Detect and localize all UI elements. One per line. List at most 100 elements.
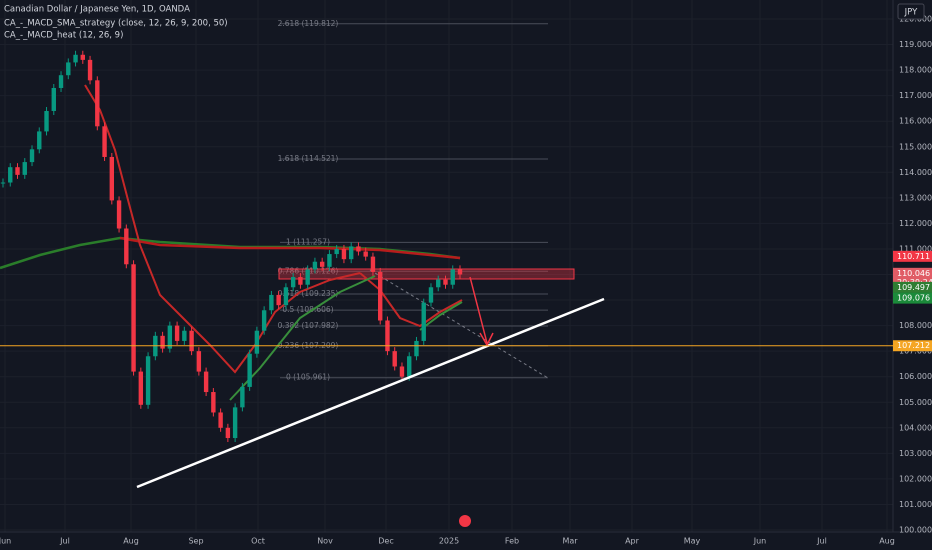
event-icon[interactable] xyxy=(459,515,471,527)
candle-body xyxy=(399,366,405,377)
y-tick-label: 111.000 xyxy=(899,244,932,253)
candle-body xyxy=(450,269,455,285)
candles xyxy=(0,50,463,443)
candle-body xyxy=(363,251,368,257)
x-tick-label: 2025 xyxy=(439,537,459,546)
arrow-head xyxy=(479,332,494,347)
candle-body xyxy=(276,294,281,306)
ma-long-red xyxy=(119,236,461,260)
candle-body xyxy=(15,167,20,175)
candle-body xyxy=(312,261,318,270)
x-tick-label: Jul xyxy=(59,537,70,546)
y-tick-label: 100.000 xyxy=(899,526,932,535)
chart-title: Canadian Dollar / Japanese Yen, 1D, OAND… xyxy=(4,5,190,15)
x-tick-label: Jul xyxy=(816,537,827,546)
price-tag-label: 109.497 xyxy=(897,283,930,292)
x-tick-label: Dec xyxy=(378,537,393,546)
candle-body xyxy=(174,325,180,341)
candle-body xyxy=(167,325,173,349)
candle-body xyxy=(0,182,6,184)
y-tick-label: 103.000 xyxy=(899,449,932,458)
candle-body xyxy=(370,256,376,272)
candle-body xyxy=(254,330,260,354)
indicator-label: CA_-_MACD_heat (12, 26, 9) xyxy=(4,31,123,41)
candle-body xyxy=(414,340,419,357)
candle-body xyxy=(22,162,27,175)
y-tick-label: 104.000 xyxy=(899,423,932,432)
candle-body xyxy=(348,246,354,260)
currency-box[interactable] xyxy=(897,3,925,20)
x-tick-label: Jun xyxy=(753,537,767,546)
candle-body xyxy=(443,279,448,285)
candle-body xyxy=(334,248,339,255)
fib-label: 1.618 (114.521) xyxy=(278,154,339,163)
candle-body xyxy=(196,351,202,372)
candle-body xyxy=(80,54,85,60)
candle-body xyxy=(87,59,93,81)
x-tick-label: Aug xyxy=(123,537,139,546)
candle-body xyxy=(298,277,303,285)
candle-body xyxy=(95,80,100,127)
currency: JPY xyxy=(904,8,918,18)
price-tags: 110.711110.04620:39:24109.497109.076107.… xyxy=(0,250,932,352)
candle-body xyxy=(203,371,209,393)
candle-body xyxy=(182,330,187,341)
price-tag xyxy=(893,250,932,262)
price-tag-label: 110.711 xyxy=(897,252,930,261)
candle-body xyxy=(44,110,49,132)
y-tick-label: 113.000 xyxy=(899,193,932,202)
y-tick-label: 114.000 xyxy=(899,168,932,177)
y-tick-label: 102.000 xyxy=(899,474,932,483)
candle-body xyxy=(37,131,42,150)
ma-short-red xyxy=(84,84,361,374)
ma-short-red-2 xyxy=(359,272,463,328)
x-tick-label: Apr xyxy=(625,537,640,546)
y-tick-label: 101.000 xyxy=(899,500,932,509)
candle-body xyxy=(407,356,412,377)
fib-label: 0 (105.961) xyxy=(286,373,330,382)
indicator-label: CA_-_MACD_SMA_strategy (close, 12, 26, 9… xyxy=(4,19,228,29)
candle-body xyxy=(305,269,310,285)
ma-short-green-2 xyxy=(419,301,463,331)
candle-body xyxy=(131,264,136,372)
arrow xyxy=(469,276,488,344)
price-tag-label: 109.076 xyxy=(897,294,930,303)
candle-body xyxy=(290,277,296,288)
y-tick-label: 115.000 xyxy=(899,142,932,151)
x-tick-label: Feb xyxy=(505,537,519,546)
candle-body xyxy=(211,392,216,413)
x-tick-label: Sep xyxy=(188,537,203,546)
candle-body xyxy=(8,167,13,183)
price-tag xyxy=(893,292,932,304)
candle-body xyxy=(428,287,434,303)
x-tick-label: May xyxy=(684,537,701,546)
candle-body xyxy=(269,294,274,311)
candle-body xyxy=(457,269,463,275)
candle-body xyxy=(385,320,390,352)
fib-label: 0.618 (109.235) xyxy=(278,289,339,298)
candle-body xyxy=(51,87,56,111)
grid xyxy=(0,0,893,532)
y-tick-label: 108.000 xyxy=(899,321,932,330)
fib-label: 2.618 (119.812) xyxy=(278,19,339,28)
trendline xyxy=(136,297,605,489)
candle-body xyxy=(261,310,267,331)
candle-body xyxy=(341,248,347,260)
price-tag xyxy=(893,340,932,352)
candle-body xyxy=(218,412,223,428)
candle-body xyxy=(421,302,426,341)
x-tick-label: Oct xyxy=(251,537,265,546)
candle-body xyxy=(225,427,231,439)
fib-label: 0.382 (107.982) xyxy=(278,321,339,330)
y-tick-label: 116.000 xyxy=(899,117,932,126)
candle-body xyxy=(247,353,252,387)
candle-body xyxy=(145,356,151,405)
candle-body xyxy=(109,156,115,201)
candle-body xyxy=(378,271,383,321)
fib-label: 0.5 (108.606) xyxy=(282,305,333,314)
y-tick-label: 105.000 xyxy=(899,398,932,407)
y-tick-label: 112.000 xyxy=(899,219,932,228)
price-axis xyxy=(893,0,932,532)
candle-body xyxy=(73,54,78,63)
